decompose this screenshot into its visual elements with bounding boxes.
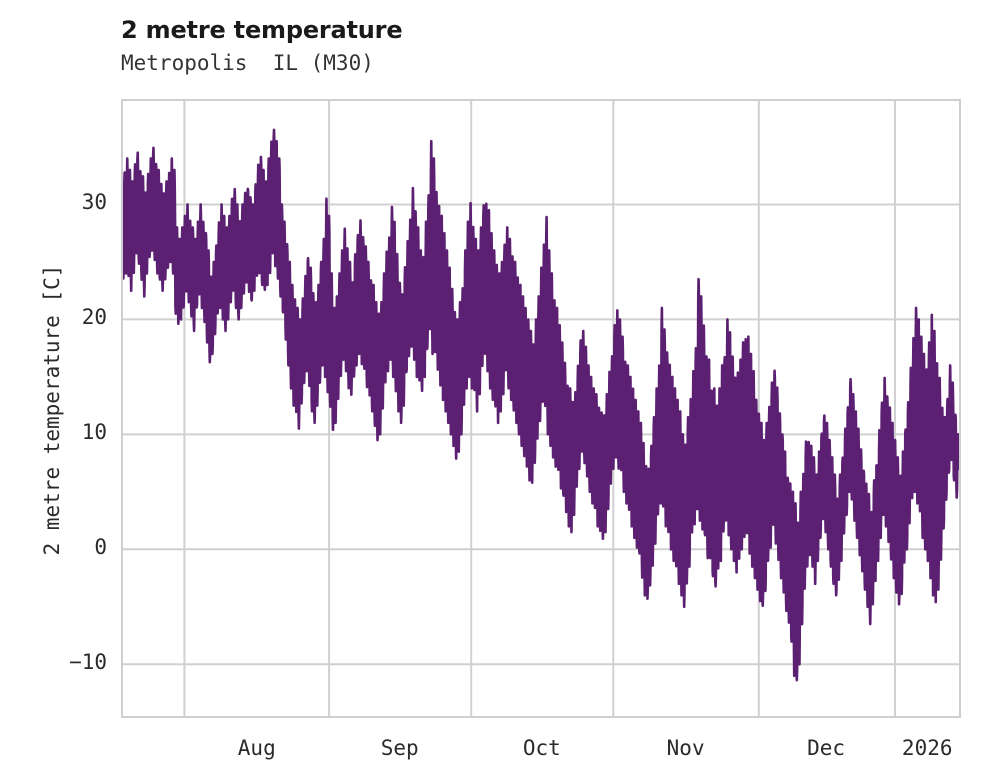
plot-area xyxy=(121,99,961,718)
x-tick-label: Oct xyxy=(522,736,561,760)
y-axis-label: 2 metre temperature [C] xyxy=(40,264,64,556)
x-tick-label: 2026 xyxy=(901,736,953,760)
temperature-series-line xyxy=(123,128,959,682)
chart-subtitle: Metropolis IL (M30) xyxy=(121,51,374,75)
x-tick-label: Sep xyxy=(380,736,419,760)
chart-title: 2 metre temperature xyxy=(121,16,403,44)
x-tick-label: Nov xyxy=(666,736,705,760)
x-tick-label: Aug xyxy=(237,736,276,760)
x-tick-label: Dec xyxy=(807,736,846,760)
y-tick-label: −10 xyxy=(69,650,107,675)
